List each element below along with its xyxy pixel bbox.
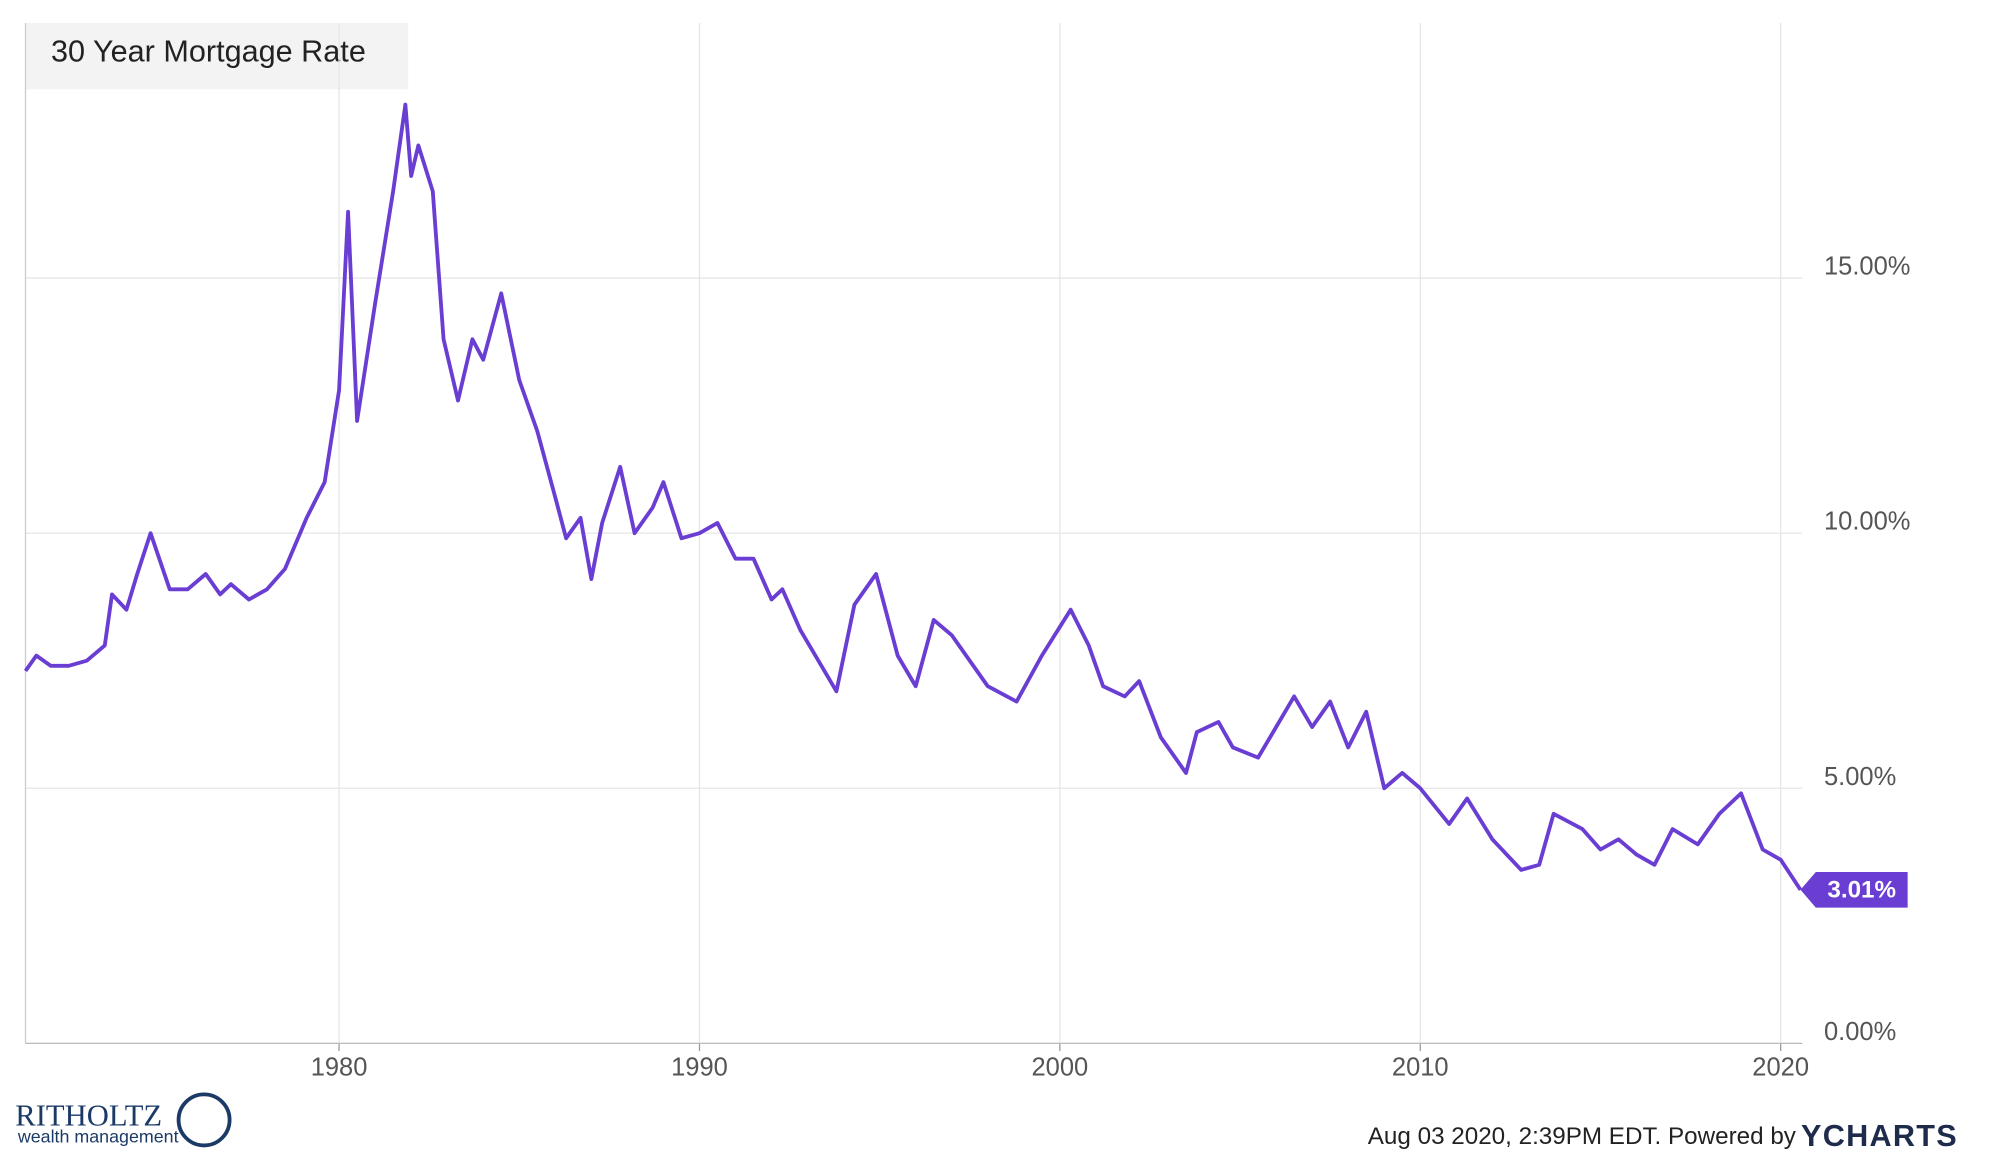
- x-tick-label: 2010: [1392, 1054, 1449, 1082]
- x-tick-label: 1980: [311, 1054, 368, 1082]
- x-tick-label: 2020: [1752, 1054, 1809, 1082]
- watermark-logo: [176, 1092, 232, 1148]
- title-box: [25, 22, 409, 90]
- chart-title: 30 Year Mortgage Rate: [51, 35, 366, 69]
- y-tick-label: 10.00%: [1824, 508, 1911, 536]
- watermark-name: RITHOLTZ: [15, 1099, 162, 1133]
- chart-body: 30 Year Mortgage Rate RITHOLTZ wealth ma…: [15, 22, 1958, 1153]
- y-tick-label: 5.00%: [1824, 763, 1896, 791]
- watermark-tagline: wealth management: [17, 1126, 179, 1146]
- value-label: 3.01%: [1827, 876, 1896, 903]
- y-tick-label: 15.00%: [1824, 253, 1911, 281]
- brand: YCHARTS: [1801, 1119, 1958, 1153]
- y-tick-label: 0.00%: [1824, 1018, 1896, 1046]
- x-tick-label: 2000: [1031, 1054, 1088, 1082]
- x-tick-label: 1990: [671, 1054, 728, 1082]
- data-line: [23, 102, 1803, 891]
- value-label-tag: [1800, 871, 1908, 908]
- credit: Aug 03 2020, 2:39PM EDT. Powered by: [1368, 1123, 1797, 1150]
